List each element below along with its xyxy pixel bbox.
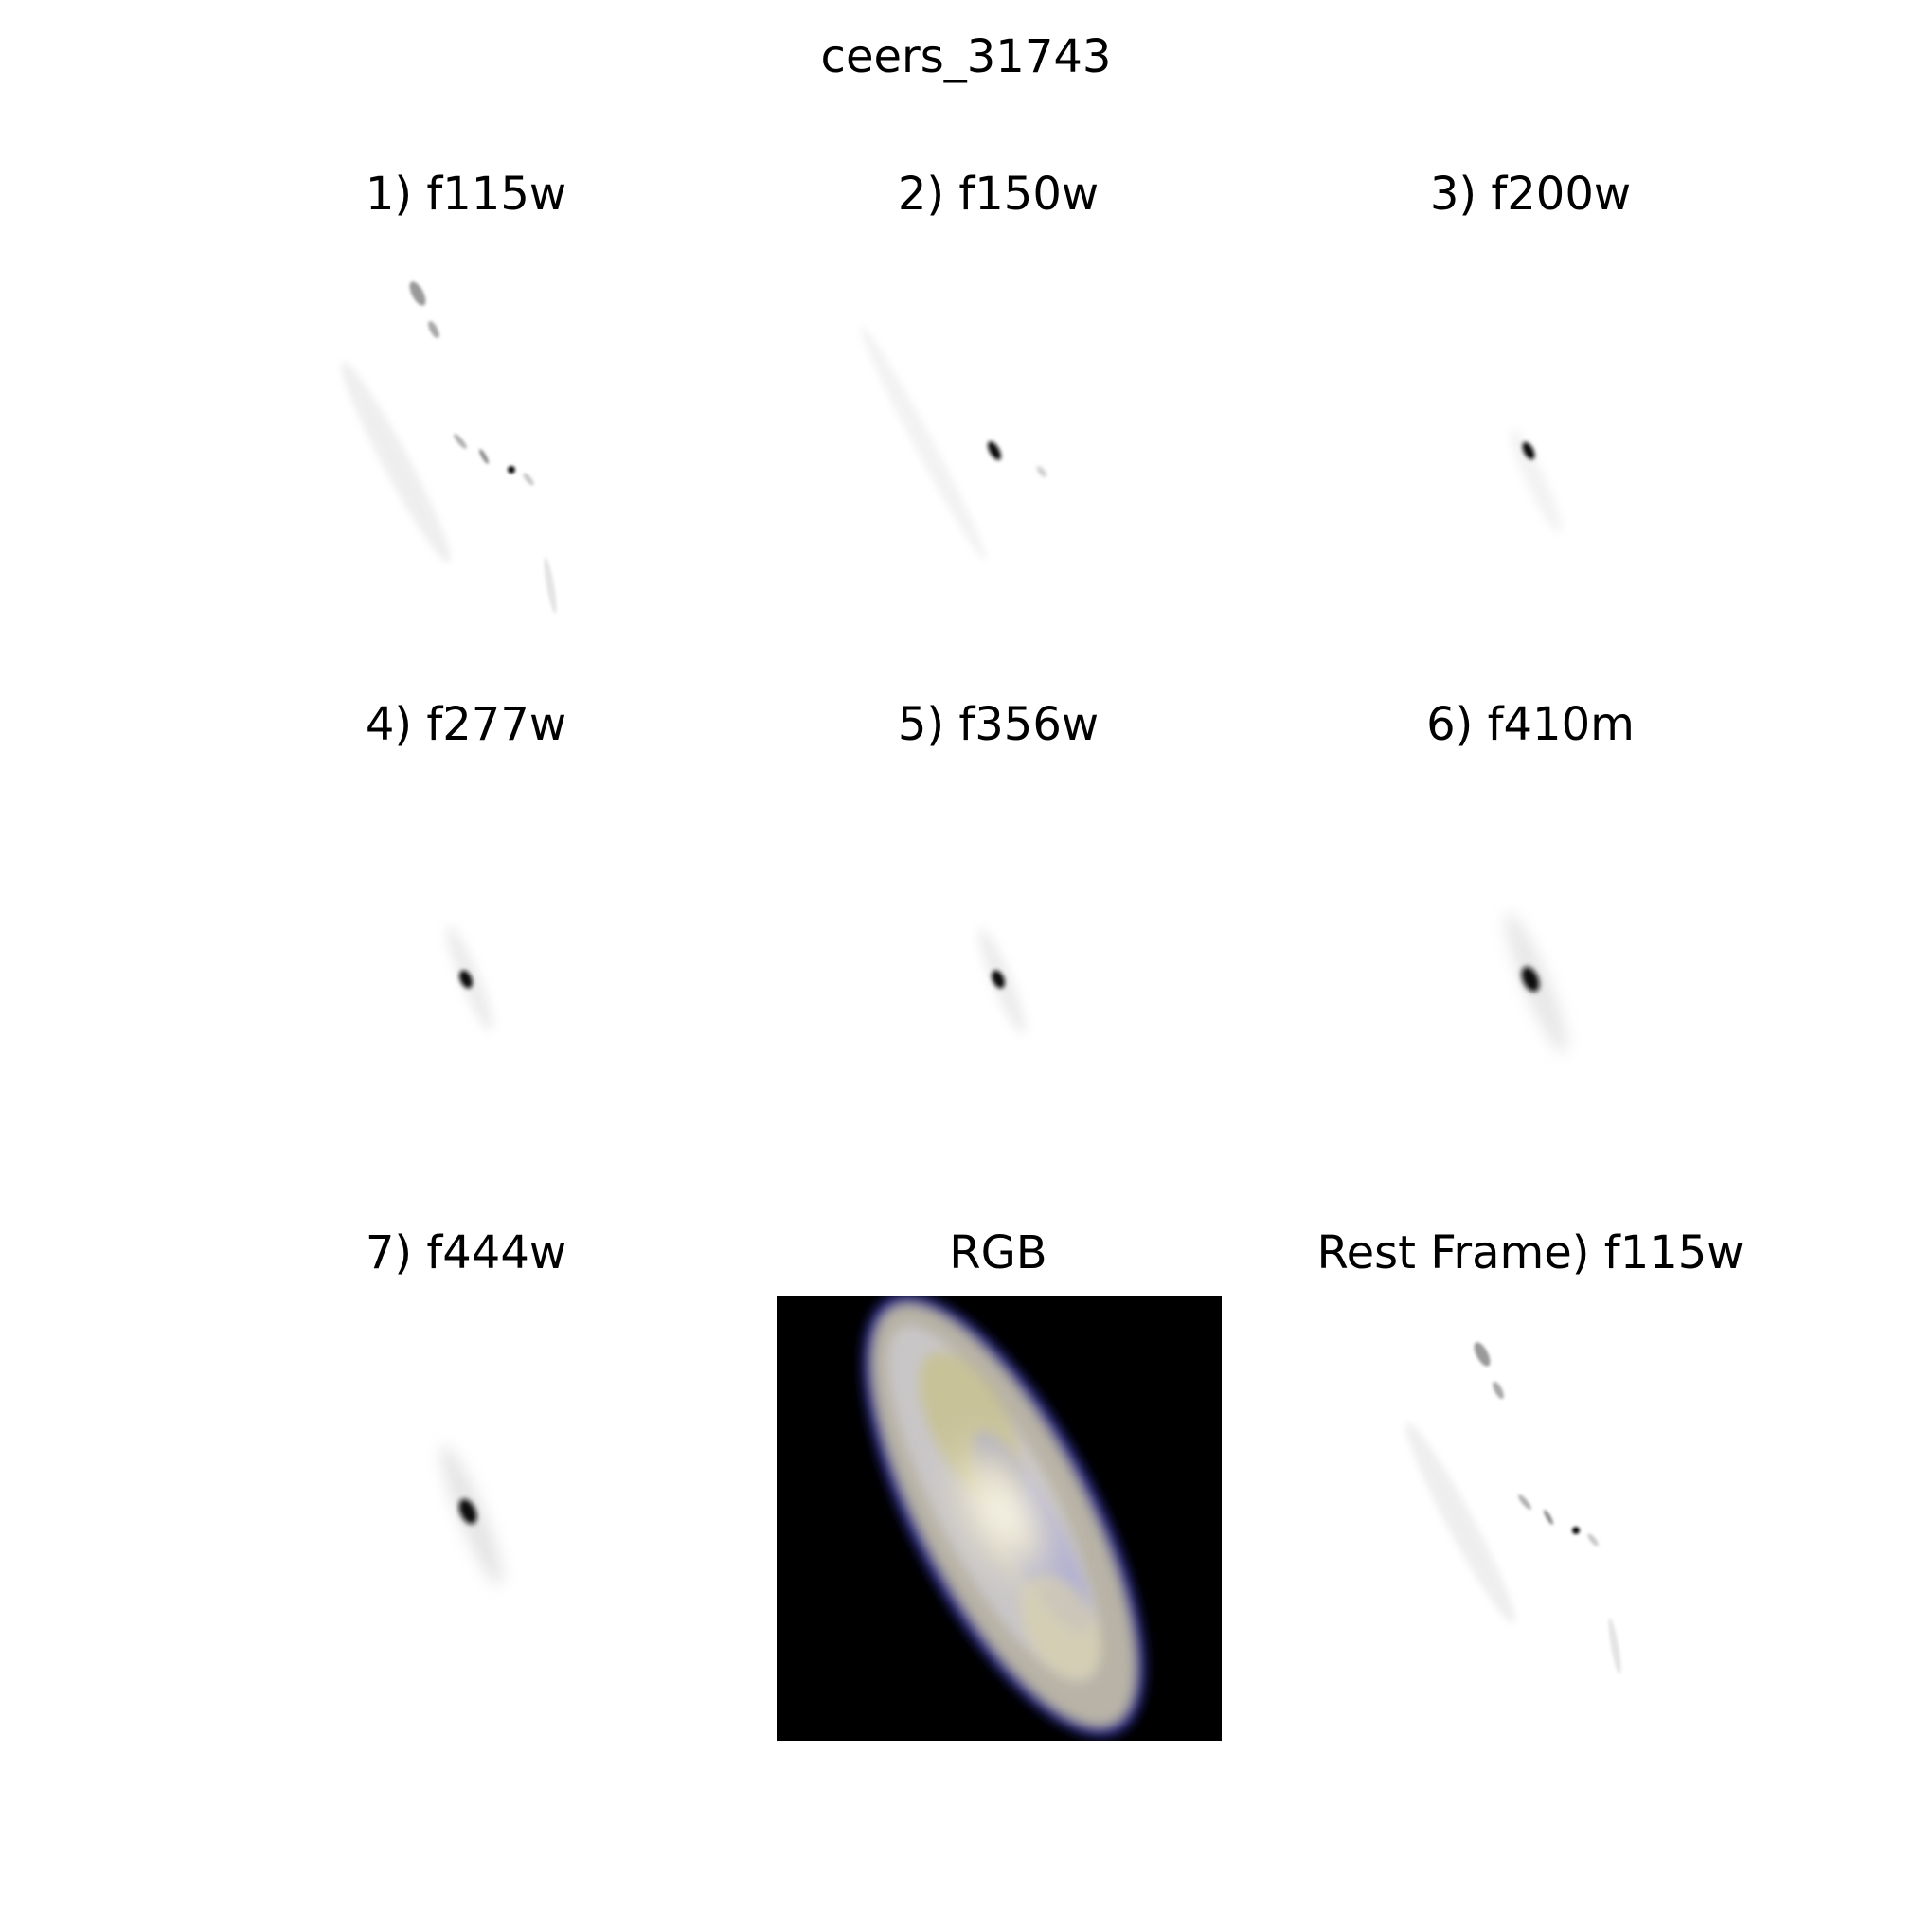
panel-title-rest-frame: Rest Frame) f115w — [1316, 1226, 1744, 1279]
f444w-image — [440, 1444, 503, 1586]
f277w-image — [446, 925, 493, 1031]
image-panel-f444w — [244, 1296, 689, 1741]
f150w-image — [860, 326, 1047, 561]
image-panel-f150w — [777, 235, 1222, 680]
image-panel-f356w — [777, 765, 1222, 1210]
f356w-image — [978, 928, 1026, 1034]
image-panel-f115w — [244, 235, 689, 680]
image-panel-f277w — [244, 765, 689, 1210]
rgb-image — [777, 1296, 1222, 1741]
panel-title-6: 6) f410m — [1426, 698, 1635, 751]
f115w-image — [341, 281, 557, 614]
image-panel-rgb — [777, 1296, 1222, 1741]
panel-title-rgb: RGB — [949, 1226, 1047, 1279]
image-panel-f200w — [1309, 235, 1754, 680]
f200w-image — [1511, 429, 1562, 533]
image-panel-rest-frame-f115w — [1309, 1296, 1754, 1741]
panel-title-4: 4) f277w — [365, 698, 567, 751]
image-panel-f410m — [1309, 765, 1754, 1210]
f410m-image — [1505, 912, 1567, 1054]
panel-title-5: 5) f356w — [897, 698, 1100, 751]
figure-title: ceers_31743 — [820, 30, 1112, 83]
panel-title-2: 2) f150w — [897, 168, 1100, 221]
panel-title-7: 7) f444w — [365, 1226, 567, 1279]
panel-title-3: 3) f200w — [1429, 168, 1632, 221]
rest-frame-f115w-image — [1405, 1342, 1621, 1674]
panel-title-1: 1) f115w — [365, 168, 567, 221]
